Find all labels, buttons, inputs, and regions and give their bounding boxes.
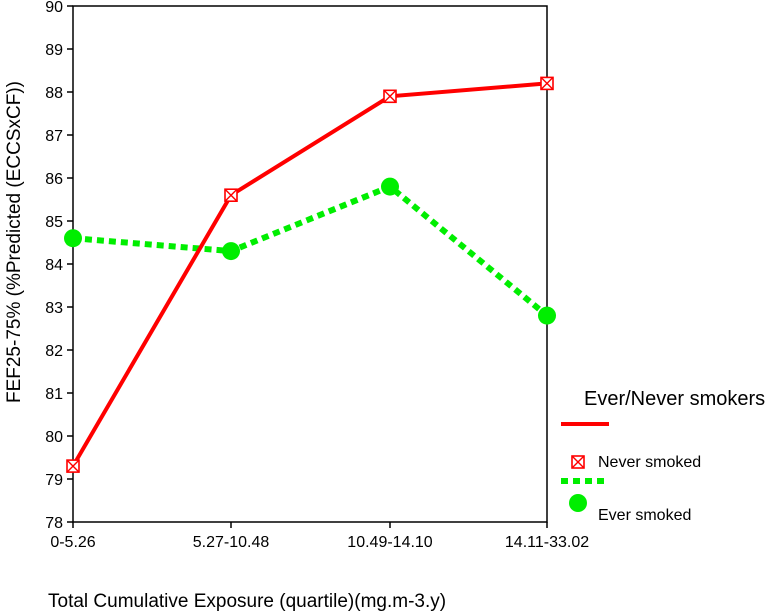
y-tick-label: 87 bbox=[45, 128, 63, 145]
series-line-never-smoked bbox=[71, 81, 548, 468]
series-line-ever-smoked bbox=[72, 183, 549, 318]
x-axis: 0-5.26 5.27-10.48 10.49-14.10 14.11-33.02 bbox=[50, 522, 589, 551]
y-axis: 78 79 80 81 82 83 84 85 86 87 88 89 90 bbox=[45, 0, 73, 532]
legend-label-never-smoked: Never smoked bbox=[598, 454, 701, 471]
data-point-never-smoked bbox=[383, 89, 397, 104]
plot-frame bbox=[72, 5, 548, 523]
y-tick-label: 86 bbox=[45, 171, 63, 188]
x-tick-label: 5.27-10.48 bbox=[193, 534, 270, 551]
data-point-never-smoked bbox=[540, 76, 554, 91]
y-tick-label: 78 bbox=[45, 515, 63, 532]
data-point-never-smoked bbox=[66, 459, 80, 473]
series-group bbox=[64, 76, 556, 473]
legend: Ever/Never smokers Never smoked Ever smok… bbox=[561, 388, 765, 524]
data-point-ever-smoked bbox=[538, 306, 556, 325]
y-tick-label: 79 bbox=[45, 472, 63, 489]
y-tick-label: 80 bbox=[45, 429, 63, 446]
y-tick-label: 88 bbox=[45, 85, 63, 102]
data-point-ever-smoked bbox=[64, 229, 82, 248]
y-tick-label: 90 bbox=[45, 0, 63, 16]
legend-label-ever-smoked: Ever smoked bbox=[598, 507, 691, 524]
x-tick-label: 0-5.26 bbox=[50, 534, 95, 551]
data-point-ever-smoked bbox=[381, 177, 399, 196]
y-tick-label: 85 bbox=[45, 214, 63, 231]
y-tick-label: 89 bbox=[45, 42, 63, 59]
y-tick-label: 84 bbox=[45, 257, 63, 274]
x-axis-title: Total Cumulative Exposure (quartile)(mg.… bbox=[48, 591, 446, 612]
x-tick-label: 14.11-33.02 bbox=[505, 534, 589, 551]
legend-marker-never-smoked bbox=[571, 455, 585, 469]
legend-title: Ever/Never smokers bbox=[584, 388, 765, 410]
data-point-ever-smoked bbox=[222, 242, 240, 261]
y-axis-title: FEF25-75% (%Predicted (ECCSxCF)) bbox=[4, 81, 25, 403]
data-point-never-smoked bbox=[224, 188, 238, 202]
x-tick-label: 10.49-14.10 bbox=[347, 534, 433, 551]
plot-border bbox=[72, 5, 548, 523]
y-tick-label: 82 bbox=[45, 343, 63, 360]
y-tick-label: 83 bbox=[45, 300, 63, 317]
y-tick-label: 81 bbox=[45, 386, 63, 403]
legend-marker-ever-smoked bbox=[569, 494, 587, 512]
